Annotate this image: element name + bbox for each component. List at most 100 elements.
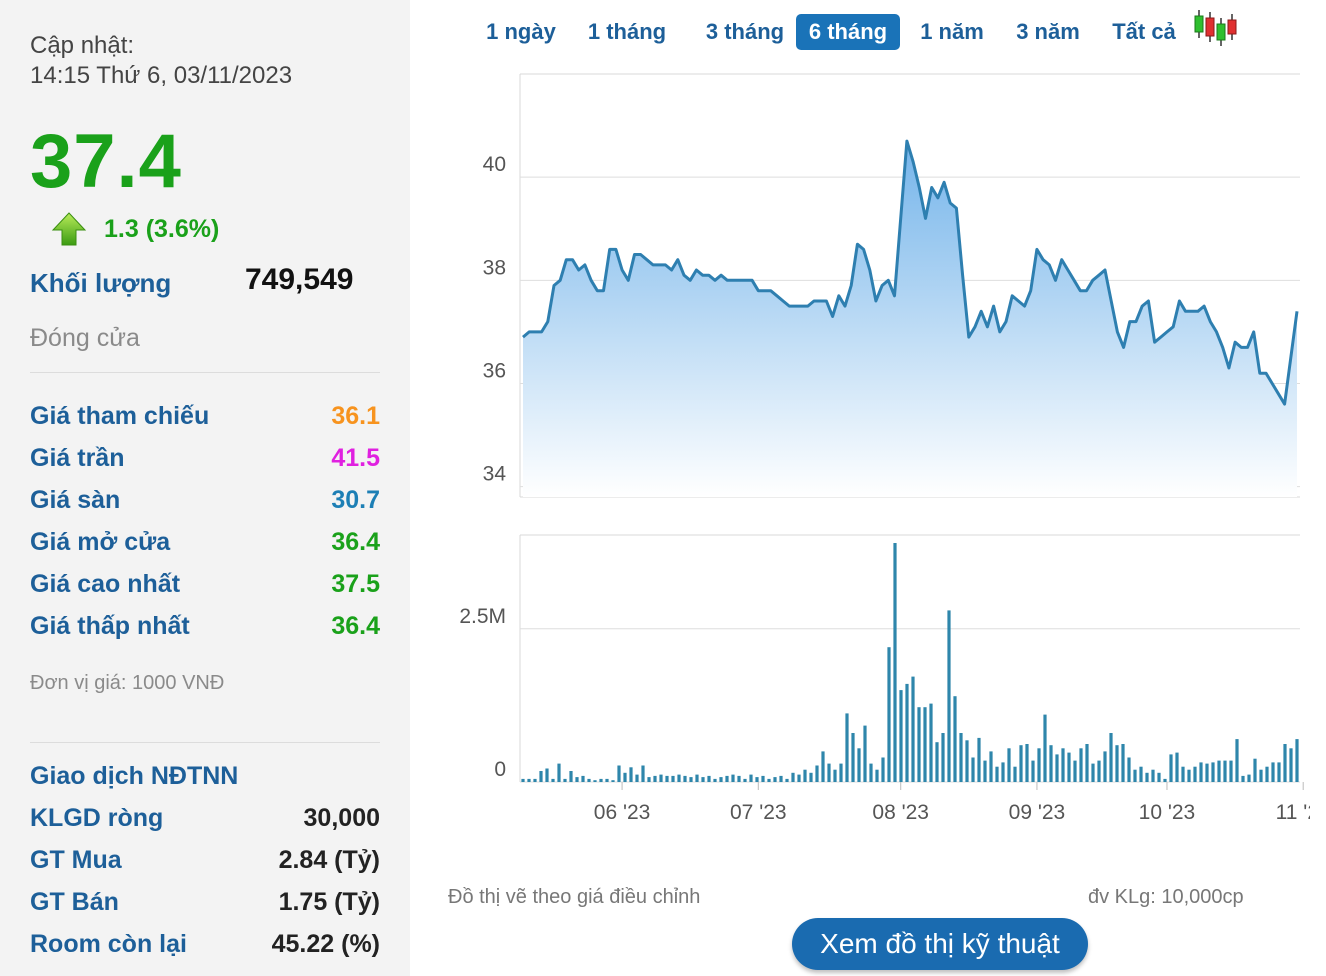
tab-1-year[interactable]: 1 năm: [920, 19, 984, 44]
volume-bar: [659, 774, 663, 782]
volume-bar: [707, 775, 711, 782]
volume-bar: [665, 775, 669, 782]
tab-1-day[interactable]: 1 ngày: [486, 19, 556, 44]
volume-bar: [1223, 760, 1227, 782]
volume-bar: [1241, 775, 1245, 782]
volume-bar: [731, 774, 735, 782]
volume-bar: [737, 775, 741, 782]
volume-bar: [683, 775, 687, 782]
volume-bar: [689, 777, 693, 782]
volume-bar: [1079, 748, 1083, 782]
volume-bar: [1151, 769, 1155, 782]
volume-bar: [1061, 748, 1065, 782]
x-tick-label: 08 '23: [872, 801, 929, 824]
y-tick-label: 2.5M: [459, 605, 506, 628]
volume-bar: [803, 769, 807, 782]
volume-bar: [983, 760, 987, 782]
candlestick-icon[interactable]: [1192, 8, 1238, 48]
technical-chart-button[interactable]: Xem đồ thị kỹ thuật: [792, 918, 1088, 970]
buy-value-value: 2.84 (Tỷ): [278, 846, 380, 874]
volume-bar: [1187, 769, 1191, 782]
volume-bar: [761, 775, 765, 782]
tab-all[interactable]: Tất cả: [1112, 19, 1176, 44]
volume-bar: [1199, 762, 1203, 782]
sell-value-value: 1.75 (Tỷ): [278, 888, 380, 916]
volume-bar: [575, 777, 579, 782]
open-price-label: Giá mở cửa: [30, 528, 171, 556]
volume-bar: [635, 774, 639, 782]
volume-bar: [749, 774, 753, 782]
high-price-label: Giá cao nhất: [30, 570, 181, 598]
volume-label: Khối lượng: [30, 268, 172, 298]
price-line: [522, 139, 1299, 406]
volume-bar: [1259, 769, 1263, 782]
volume-bar: [1109, 733, 1113, 782]
volume-bar: [1181, 766, 1185, 782]
volume-bar: [1271, 762, 1275, 782]
floor-price-label: Giá sàn: [30, 486, 121, 514]
volume-bar: [953, 696, 957, 782]
volume-bar: [773, 777, 777, 782]
volume-bar: [1145, 772, 1149, 782]
volume-bar: [1235, 739, 1239, 782]
volume-bar: [1139, 766, 1143, 782]
volume-bar: [1031, 760, 1035, 782]
volume-bar: [941, 733, 945, 782]
room-left-value: 45.22 (%): [271, 930, 380, 958]
volume-bar: [815, 765, 819, 782]
adjusted-price-note: Đồ thị vẽ theo giá điều chỉnh: [448, 886, 701, 908]
volume-bar: [947, 610, 951, 782]
price-change: 1.3 (3.6%): [104, 215, 220, 243]
volume-bar: [563, 778, 567, 782]
volume-bar: [605, 778, 609, 782]
reference-price-label: Giá tham chiếu: [30, 402, 210, 430]
volume-bar: [623, 772, 627, 782]
x-tick-label: 10 '23: [1139, 801, 1196, 824]
volume-bar: [653, 775, 657, 782]
tab-3-months[interactable]: 3 tháng: [705, 19, 785, 44]
volume-bar: [1073, 760, 1077, 782]
x-tick-label: 07 '23: [730, 801, 787, 824]
divider: [30, 372, 380, 373]
volume-bar: [1055, 754, 1059, 782]
volume-bar: [893, 543, 897, 782]
volume-bar: [719, 777, 723, 782]
volume-bar: [791, 772, 795, 782]
low-price-label: Giá thấp nhất: [30, 612, 190, 640]
x-tick-label: 09 '23: [1009, 801, 1066, 824]
volume-bar: [1097, 760, 1101, 782]
volume-bar: [881, 757, 885, 782]
volume-bar: [725, 775, 729, 782]
volume-bar: [1007, 748, 1011, 782]
volume-bar: [617, 765, 621, 782]
volume-bar: [1127, 757, 1131, 782]
tab-3-years[interactable]: 3 năm: [1016, 19, 1080, 44]
volume-bar: [965, 740, 969, 782]
volume-bar: [713, 778, 717, 782]
update-label: Cập nhật:: [30, 32, 135, 59]
buy-value-label: GT Mua: [30, 846, 122, 874]
volume-bar: [539, 771, 543, 782]
volume-bar: [869, 763, 873, 782]
volume-bar: [935, 742, 939, 782]
volume-bar: [1247, 774, 1251, 782]
volume-value: 749,549: [245, 263, 354, 296]
volume-bar: [821, 751, 825, 782]
update-time: 14:15 Thứ 6, 03/11/2023: [30, 62, 293, 89]
session-status: Đóng cửa: [30, 324, 140, 352]
volume-bar: [581, 775, 585, 782]
tab-1-month[interactable]: 1 tháng: [587, 19, 667, 44]
volume-bar: [899, 690, 903, 782]
tab-6-months[interactable]: 6 tháng: [796, 14, 900, 50]
quote-sidebar: Cập nhật: 14:15 Thứ 6, 03/11/2023 37.4 1…: [0, 0, 410, 976]
volume-bar: [629, 767, 633, 782]
volume-bar: [1067, 752, 1071, 782]
volume-bar: [1115, 745, 1119, 782]
volume-bar: [911, 676, 915, 782]
reference-price-value: 36.1: [331, 402, 380, 430]
volume-chart: 0 2.5M 06 '23 07 '23 08 '23 09 '23 10 '23 11 '…: [459, 534, 1310, 824]
volume-bar: [1025, 744, 1029, 782]
volume-bar: [1091, 763, 1095, 782]
volume-bar: [1037, 748, 1041, 782]
volume-bar: [845, 713, 849, 782]
